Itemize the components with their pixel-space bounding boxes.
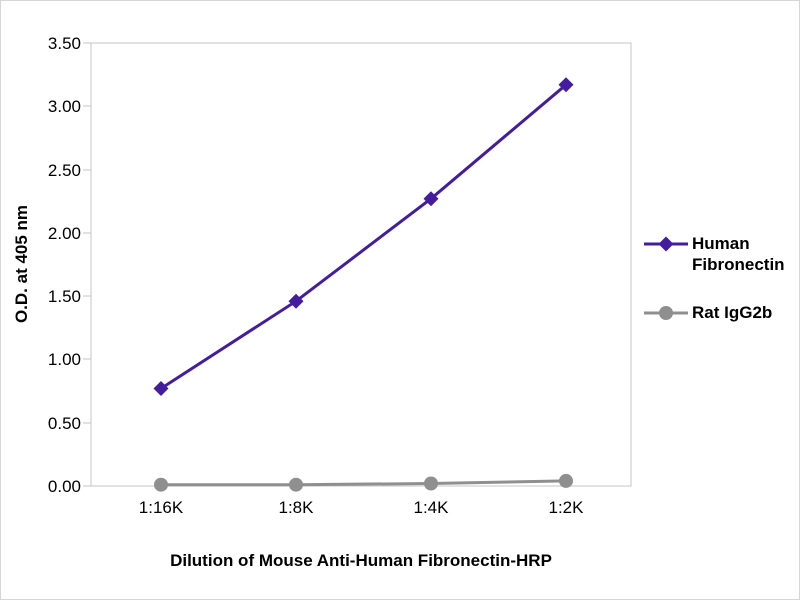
legend-label: Rat IgG2b <box>692 302 773 322</box>
diamond-marker <box>288 293 304 309</box>
x-axis-label: Dilution of Mouse Anti-Human Fibronectin… <box>170 551 552 570</box>
y-tick-label: 3.50 <box>48 34 81 53</box>
plot-area <box>90 42 632 487</box>
y-tick-label: 2.00 <box>48 224 81 243</box>
x-tick-label: 1:8K <box>279 498 315 517</box>
series-line-0 <box>160 83 567 390</box>
y-axis-label: O.D. at 405 nm <box>12 205 31 323</box>
legend-entry-1: Rat IgG2b <box>643 302 799 323</box>
y-tick-label: 0.00 <box>48 477 81 496</box>
circle-marker <box>424 476 438 491</box>
plot-series <box>153 77 574 492</box>
circle-marker <box>154 477 168 492</box>
x-tick-label: 1:16K <box>139 498 184 517</box>
diamond-marker <box>558 77 574 93</box>
y-tick-label: 3.00 <box>48 97 81 116</box>
circle-marker <box>559 473 573 488</box>
legend-label: Human Fibronectin <box>692 234 785 275</box>
legend-circle-marker-icon <box>644 305 688 320</box>
y-tick-label: 1.00 <box>48 350 81 369</box>
series-line-1 <box>161 479 567 487</box>
diamond-marker <box>423 191 439 207</box>
circle-marker <box>289 477 303 492</box>
legend-entry-0: Human Fibronectin <box>643 233 799 276</box>
legend: Human Fibronectin Rat IgG2b <box>643 233 799 323</box>
diamond-marker <box>153 381 169 396</box>
y-tick-label: 2.50 <box>48 161 81 180</box>
y-tick-label: 1.50 <box>48 287 81 306</box>
x-tick-label: 1:4K <box>414 498 450 517</box>
y-tick-label: 0.50 <box>48 414 81 433</box>
x-tick-label: 1:2K <box>549 498 585 517</box>
legend-diamond-marker-icon <box>644 236 688 252</box>
